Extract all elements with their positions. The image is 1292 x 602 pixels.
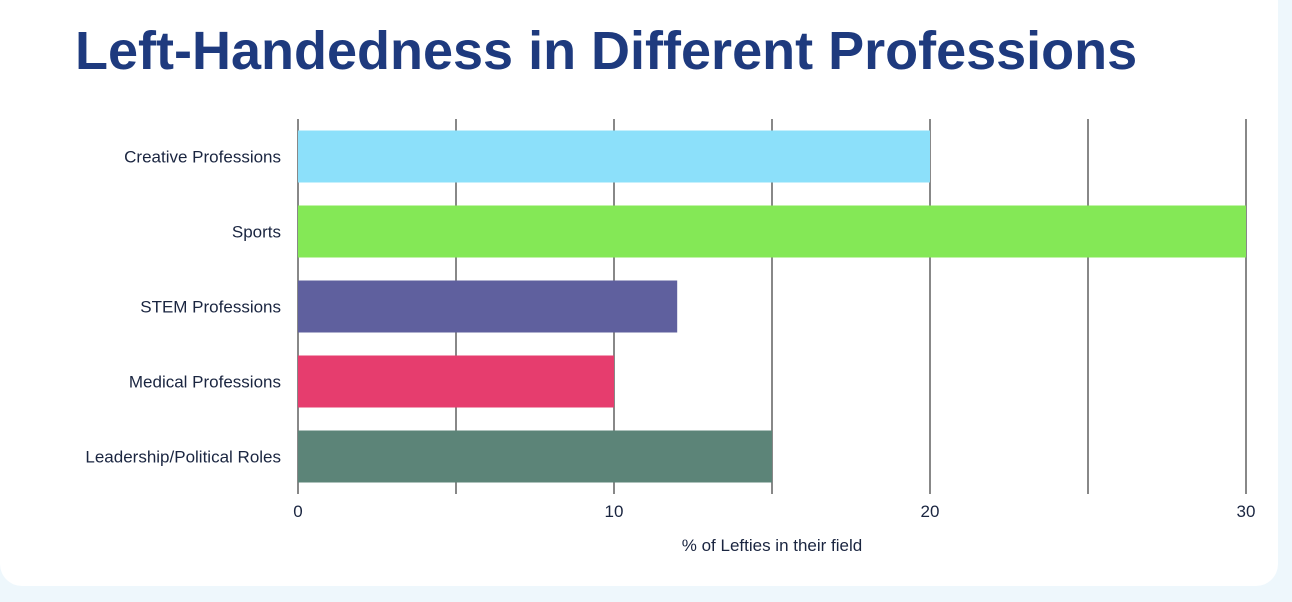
x-tick-label-1: 10 xyxy=(605,502,624,521)
x-tick-label-0: 0 xyxy=(293,502,302,521)
bar-0 xyxy=(298,130,930,183)
category-labels: Creative Professions Sports STEM Professio… xyxy=(85,148,281,467)
category-label-4: Leadership/Political Roles xyxy=(85,448,281,467)
bar-3 xyxy=(298,355,614,408)
bars xyxy=(298,130,1246,483)
bar-1 xyxy=(298,205,1246,258)
category-label-0: Creative Professions xyxy=(124,148,281,167)
category-label-2: STEM Professions xyxy=(140,298,281,317)
bar-2 xyxy=(298,280,678,333)
x-axis-label: % of Lefties in their field xyxy=(682,536,862,555)
chart-title: Left-Handedness in Different Professions xyxy=(75,21,1138,81)
x-tick-label-2: 20 xyxy=(921,502,940,521)
x-tick-label-3: 30 xyxy=(1237,502,1256,521)
x-tick-labels: 0 10 20 30 xyxy=(293,502,1255,521)
category-label-3: Medical Professions xyxy=(129,373,281,392)
category-label-1: Sports xyxy=(232,223,281,242)
bar-4 xyxy=(298,430,772,483)
